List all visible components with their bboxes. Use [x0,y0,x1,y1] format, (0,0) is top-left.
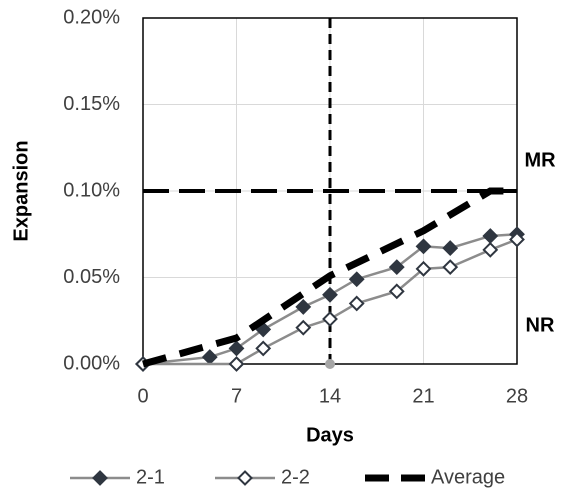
data-point [295,319,312,336]
data-point [415,260,432,277]
x-tick-label: 7 [231,385,242,407]
reference-label: MR [524,149,556,171]
reference-point [325,359,335,369]
data-point [348,295,365,312]
legend-label: 2-2 [281,466,310,488]
series-line [142,187,517,368]
legend-label: 2-1 [136,466,165,488]
data-point [348,271,365,288]
y-tick-label: 0.10% [63,179,120,201]
data-point [415,238,432,255]
data-point [201,349,218,365]
y-tick-label: 0.20% [63,6,120,28]
region-label: NR [526,314,555,336]
data-point [442,259,459,276]
legend-marker [237,470,253,486]
data-point [255,340,272,357]
data-point [442,240,459,257]
legend-label: Average [431,466,505,488]
data-point [295,298,312,315]
data-point [322,311,338,327]
y-axis-label: Expansion [10,140,32,241]
legend-marker [92,470,108,486]
data-point [509,231,525,248]
data-point [388,259,405,276]
x-tick-label: 21 [412,385,434,407]
data-point [228,356,245,372]
y-tick-label: 0.15% [63,93,120,115]
x-tick-label: 0 [137,385,148,407]
y-tick-label: 0.05% [63,266,120,288]
x-axis-label: Days [306,424,354,446]
data-point [482,241,499,258]
x-tick-label: 14 [319,385,341,407]
y-tick-label: 0.00% [63,352,120,374]
x-tick-label: 28 [506,385,528,407]
data-point [482,228,499,244]
data-point [388,283,405,300]
data-point [228,340,245,357]
data-point [322,286,338,303]
